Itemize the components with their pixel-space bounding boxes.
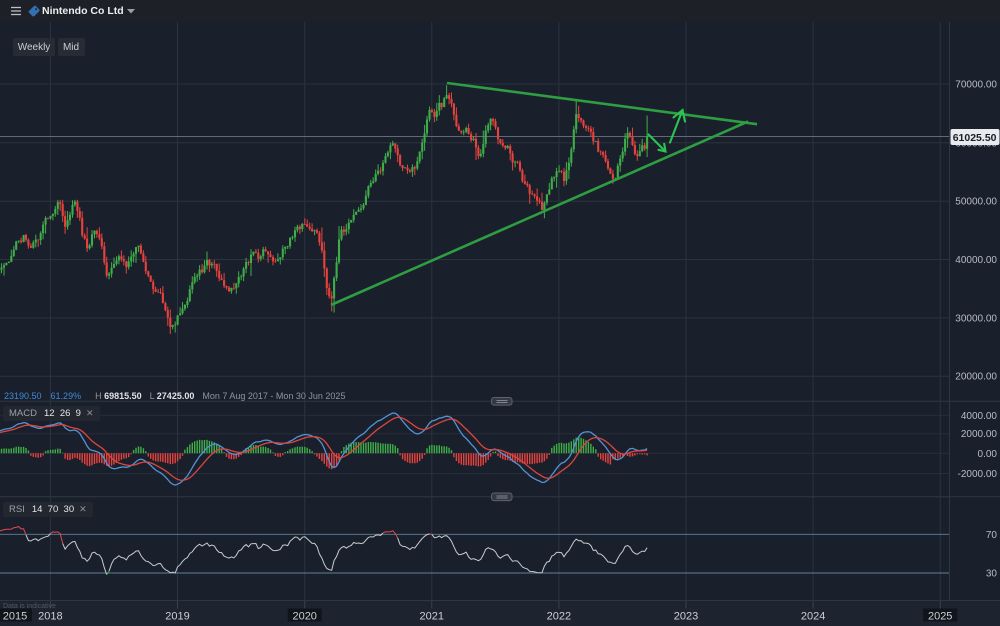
svg-text:2024: 2024: [801, 611, 825, 623]
svg-text:Data is indicative: Data is indicative: [3, 603, 56, 610]
svg-text:70000.00: 70000.00: [955, 80, 997, 91]
svg-text:2015: 2015: [3, 611, 27, 623]
svg-text:30: 30: [986, 569, 998, 580]
svg-text:2000.00: 2000.00: [961, 429, 998, 440]
svg-text:2022: 2022: [547, 611, 571, 623]
svg-text:2023: 2023: [674, 611, 698, 623]
svg-text:70: 70: [986, 530, 998, 541]
svg-text:50000.00: 50000.00: [955, 197, 997, 208]
svg-text:40000.00: 40000.00: [955, 255, 997, 266]
svg-text:2019: 2019: [165, 611, 189, 623]
svg-text:2021: 2021: [420, 611, 444, 623]
svg-text:0.00: 0.00: [978, 449, 998, 460]
svg-text:2025: 2025: [928, 611, 952, 623]
svg-text:2020: 2020: [292, 611, 316, 623]
svg-text:2018: 2018: [38, 611, 62, 623]
svg-text:61025.50: 61025.50: [953, 132, 997, 144]
svg-text:20000.00: 20000.00: [955, 372, 997, 383]
svg-text:4000.00: 4000.00: [961, 411, 998, 422]
svg-text:30000.00: 30000.00: [955, 313, 997, 324]
svg-text:-2000.00: -2000.00: [958, 469, 998, 480]
